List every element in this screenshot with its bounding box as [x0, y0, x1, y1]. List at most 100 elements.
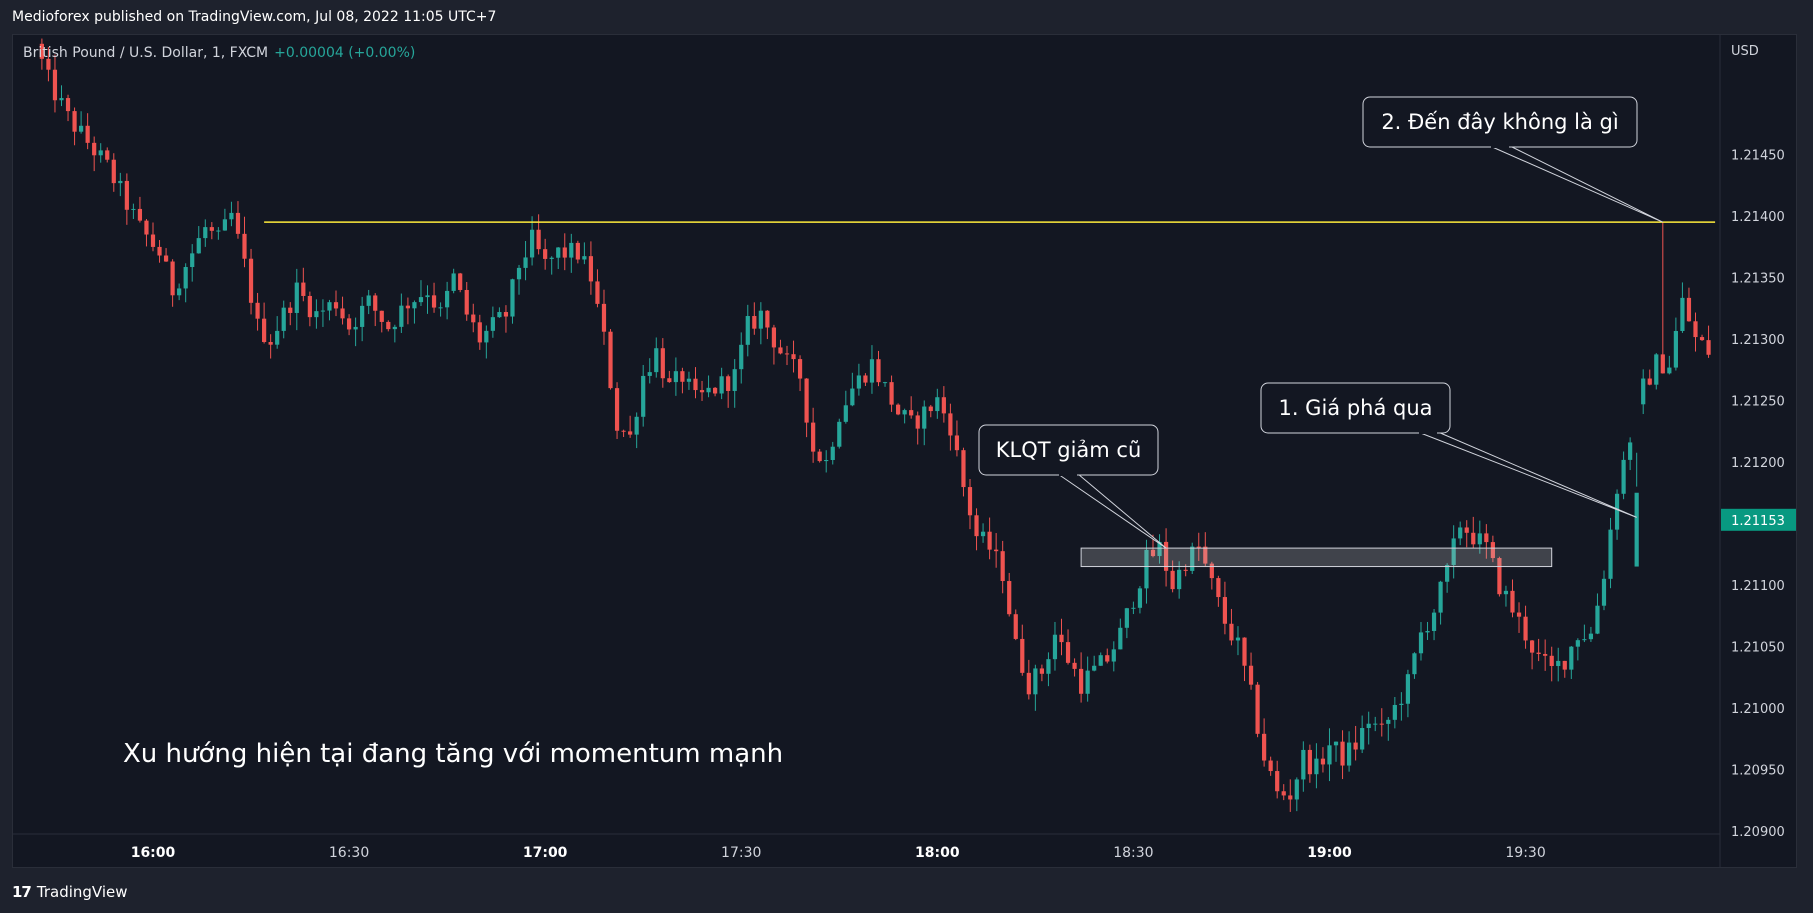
- candle-body: [765, 310, 770, 328]
- candle-body: [719, 376, 724, 394]
- candle-body: [72, 111, 77, 132]
- candle-body: [1706, 340, 1711, 355]
- candle-body: [1680, 297, 1685, 331]
- candle-body: [771, 327, 777, 348]
- candle-body: [209, 227, 214, 231]
- candle-body: [1562, 660, 1567, 670]
- x-tick-label: 17:30: [721, 845, 761, 861]
- candle-body: [144, 220, 149, 235]
- candle-body: [1641, 378, 1646, 405]
- candle-body: [1235, 637, 1241, 641]
- x-tick-label: 18:30: [1113, 845, 1153, 861]
- candle-body: [1033, 668, 1038, 695]
- candles-group: [39, 38, 1711, 812]
- candle-body: [804, 378, 809, 423]
- candle-body: [1484, 533, 1489, 543]
- candle-body: [1059, 634, 1064, 643]
- candle-body: [523, 257, 528, 268]
- candle-body: [1124, 608, 1129, 628]
- candle-body: [1209, 563, 1214, 579]
- candle-body: [1092, 665, 1097, 671]
- last-price-label: 1.21153: [1731, 514, 1785, 529]
- trend-caption: Xu hướng hiện tại đang tăng với momentum…: [123, 739, 783, 769]
- candle-body: [333, 302, 339, 309]
- candle-body: [569, 242, 574, 258]
- candle-body: [1203, 546, 1208, 564]
- candle-body: [1157, 541, 1162, 557]
- y-tick-label: 1.21050: [1731, 641, 1785, 656]
- candle-body: [98, 150, 103, 156]
- callout-old-resistance-tail-cover: [1059, 473, 1077, 476]
- candle-body: [1340, 741, 1345, 766]
- x-tick-label: 19:30: [1505, 845, 1545, 861]
- candle-body: [1543, 653, 1548, 656]
- x-tick-label: 18:00: [915, 845, 960, 861]
- symbol-name: British Pound / U.S. Dollar, 1, FXCM: [23, 45, 269, 61]
- candle-body: [1118, 627, 1123, 650]
- candle-body: [340, 308, 345, 319]
- candle-body: [1458, 527, 1463, 539]
- candle-body: [1177, 569, 1182, 590]
- candle-body: [1445, 564, 1450, 582]
- candle-body: [1516, 612, 1522, 617]
- candle-body: [235, 212, 241, 234]
- candle-body: [392, 326, 397, 330]
- candle-body: [556, 247, 561, 258]
- chart-frame[interactable]: [12, 34, 1797, 868]
- candle-body: [1314, 758, 1319, 775]
- x-tick-label: 16:30: [329, 845, 369, 861]
- candle-body: [1379, 723, 1384, 725]
- candle-body: [294, 282, 299, 313]
- candle-body: [876, 359, 881, 383]
- candle-body: [1281, 791, 1286, 796]
- candle-body: [1098, 655, 1103, 666]
- candle-body: [1529, 640, 1535, 653]
- candle-body: [1549, 655, 1554, 667]
- candle-body: [1464, 527, 1469, 533]
- candle-body: [621, 430, 626, 432]
- candle-body: [1536, 652, 1541, 654]
- candle-body: [1216, 578, 1221, 598]
- candle-body: [1288, 795, 1293, 800]
- candle-body: [1072, 662, 1077, 669]
- y-tick-label: 1.21300: [1731, 333, 1785, 348]
- candle-body: [1497, 558, 1502, 595]
- candle-body: [1431, 612, 1437, 632]
- candle-body: [994, 549, 999, 552]
- candle-body: [497, 312, 502, 318]
- candle-body: [320, 310, 326, 312]
- candle-body: [124, 180, 129, 210]
- candle-body: [314, 311, 319, 318]
- candle-body: [1471, 532, 1476, 545]
- range-box[interactable]: [1080, 547, 1553, 568]
- candle-body: [65, 98, 71, 112]
- symbol-legend[interactable]: British Pound / U.S. Dollar, 1, FXCM +0.0…: [23, 45, 415, 61]
- candle-body: [1294, 779, 1299, 800]
- candle-body: [458, 273, 463, 290]
- candle-body: [399, 305, 404, 327]
- candle-body: [647, 372, 652, 376]
- candle-body: [699, 390, 705, 393]
- candle-body: [575, 242, 580, 260]
- candle-body: [1196, 546, 1201, 548]
- tradingview-logo[interactable]: 17 TradingView: [12, 883, 128, 901]
- x-tick-label: 16:00: [131, 845, 176, 861]
- candle-body: [1510, 590, 1515, 613]
- candle-body: [516, 267, 522, 280]
- y-tick-label: 1.21250: [1731, 395, 1785, 410]
- candle-body: [889, 382, 894, 405]
- candle-body: [837, 421, 842, 447]
- candle-body: [673, 371, 678, 383]
- candle-body: [346, 318, 352, 330]
- candle-body: [902, 410, 907, 415]
- candle-body: [1693, 321, 1698, 338]
- candle-body: [386, 321, 391, 330]
- candle-body: [980, 531, 986, 537]
- candle-body: [1412, 653, 1417, 675]
- callout-old-resistance-text: KLQT giảm cũ: [996, 438, 1142, 462]
- candle-body: [1418, 632, 1424, 654]
- callout-breakout-box[interactable]: [1260, 382, 1451, 434]
- candle-body: [222, 219, 227, 231]
- candle-body: [471, 314, 476, 323]
